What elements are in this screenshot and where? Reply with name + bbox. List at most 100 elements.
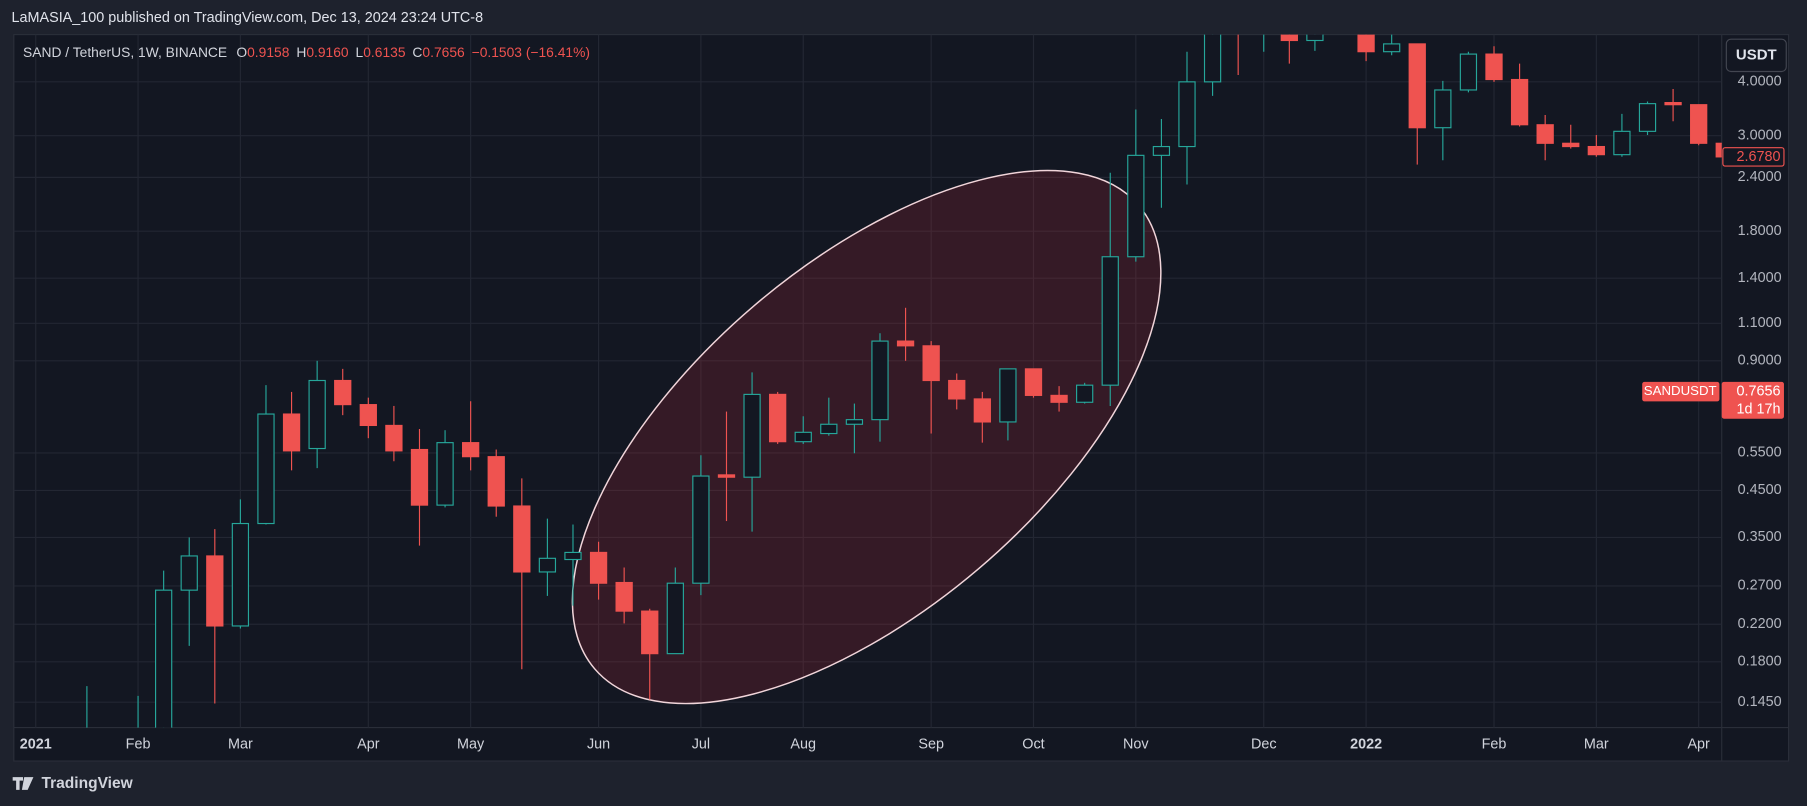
legend-change: −0.1503 (−16.41%) — [472, 44, 590, 60]
candle-body — [1306, 34, 1324, 42]
legend-key: C — [412, 44, 422, 60]
candle-body — [1485, 53, 1503, 81]
candle-body — [896, 340, 915, 347]
y-tick-label: 0.9000 — [1738, 353, 1782, 369]
candle-body — [308, 379, 326, 450]
candle-body — [1459, 53, 1478, 91]
candle-body — [692, 475, 710, 584]
candle-body — [1408, 43, 1426, 129]
x-tick-label: Feb — [1482, 737, 1507, 753]
symbol-tag-label: SANDUSDT — [1644, 383, 1717, 398]
legend-value: 0.6135 — [363, 44, 406, 60]
y-tick-label: 0.4500 — [1738, 482, 1782, 498]
candle-body — [769, 393, 787, 443]
candle-body — [1127, 154, 1145, 258]
price-tag-label: 0.7656 — [1736, 383, 1780, 399]
candle-body — [513, 505, 531, 573]
candle-body — [1510, 78, 1529, 126]
candle-body — [1434, 89, 1452, 129]
candle-body — [1562, 142, 1580, 148]
candle-body — [1280, 34, 1298, 42]
legend-value: 0.9160 — [306, 44, 349, 60]
x-tick-label: May — [457, 737, 485, 753]
candle-body — [717, 474, 736, 478]
legend-value: 0.7656 — [422, 44, 465, 60]
x-tick-label: Sep — [918, 737, 944, 753]
candle-body — [334, 379, 352, 406]
candle-body — [615, 581, 633, 612]
x-tick-label: Jun — [587, 737, 610, 753]
candle-body — [282, 413, 301, 452]
y-tick-label: 0.1450 — [1738, 694, 1782, 710]
candle-body — [1050, 394, 1068, 403]
candle-body — [1715, 142, 1722, 158]
candle-body — [564, 551, 582, 561]
y-tick-label: 3.0000 — [1738, 127, 1782, 143]
y-tick-label: 4.0000 — [1738, 74, 1782, 90]
footer: TradingView — [41, 775, 133, 792]
footer-logo — [12, 777, 34, 790]
x-tick-label: Dec — [1251, 737, 1277, 753]
y-tick-label: 0.5500 — [1738, 445, 1782, 461]
candle-body — [1203, 34, 1222, 83]
legend-key: H — [296, 44, 306, 60]
x-tick-label: Aug — [790, 737, 816, 753]
candle-body — [1152, 145, 1171, 156]
x-tick-label: Nov — [1123, 737, 1149, 753]
x-tick-label: 2022 — [1350, 737, 1382, 753]
y-tick-label: 0.3500 — [1738, 529, 1782, 545]
candle-body — [589, 551, 608, 584]
candle-body — [257, 413, 275, 525]
candle-body — [845, 419, 864, 425]
candle-body — [462, 442, 480, 458]
candle-body — [436, 442, 454, 506]
candle-body — [641, 610, 659, 655]
y-tick-label: 1.8000 — [1738, 223, 1782, 239]
currency[interactable]: USDT — [1736, 46, 1777, 63]
candle-body — [999, 368, 1017, 423]
legend-key: L — [356, 44, 364, 60]
x-tick-label: Apr — [357, 737, 380, 753]
candle-body — [871, 340, 889, 421]
x-tick-label: Feb — [126, 737, 151, 753]
x-tick-label: Mar — [1584, 737, 1609, 753]
candle-body — [180, 555, 198, 591]
candle-body — [1383, 43, 1401, 53]
candle-body — [487, 456, 505, 507]
candles — [86, 34, 1722, 728]
currency-box[interactable] — [1725, 38, 1787, 73]
header: LaMASIA_100 published on TradingView.com… — [12, 10, 484, 26]
legend-key: O — [236, 44, 247, 60]
candle-body — [948, 379, 966, 400]
candle-body — [973, 398, 991, 423]
candle-body — [359, 404, 377, 427]
y-tick-label: 0.2200 — [1738, 616, 1782, 632]
candle-body — [743, 393, 761, 478]
candle-body — [1690, 104, 1708, 144]
candle-body — [1024, 368, 1043, 396]
price-tag — [1722, 147, 1785, 167]
grid — [13, 34, 1722, 728]
candle-body — [410, 448, 429, 506]
price-tag — [1721, 381, 1784, 419]
candle-body — [155, 589, 173, 728]
x-tick-label: Oct — [1022, 737, 1044, 753]
countdown-label: 1d 17h — [1736, 401, 1780, 417]
legend: SAND / TetherUS, 1W, BINANCE O0.9158 H0.91… — [23, 44, 590, 60]
x-tick-label: Jul — [692, 737, 710, 753]
y-tick-label: 0.2700 — [1738, 578, 1782, 594]
candle-body — [820, 423, 838, 435]
y-tick-label: 0.1800 — [1738, 654, 1782, 670]
candle-body — [666, 582, 684, 655]
candle-body — [1638, 103, 1657, 132]
candle-body — [231, 522, 250, 627]
candle-body — [1101, 256, 1119, 386]
candle-body — [1076, 384, 1094, 403]
x-tick-label: 2021 — [20, 737, 52, 753]
x-tick-label: Mar — [228, 737, 253, 753]
y-tick-label: 2.4000 — [1738, 169, 1782, 185]
price-tag-label: 2.6780 — [1736, 149, 1780, 165]
candle-body — [794, 431, 812, 443]
